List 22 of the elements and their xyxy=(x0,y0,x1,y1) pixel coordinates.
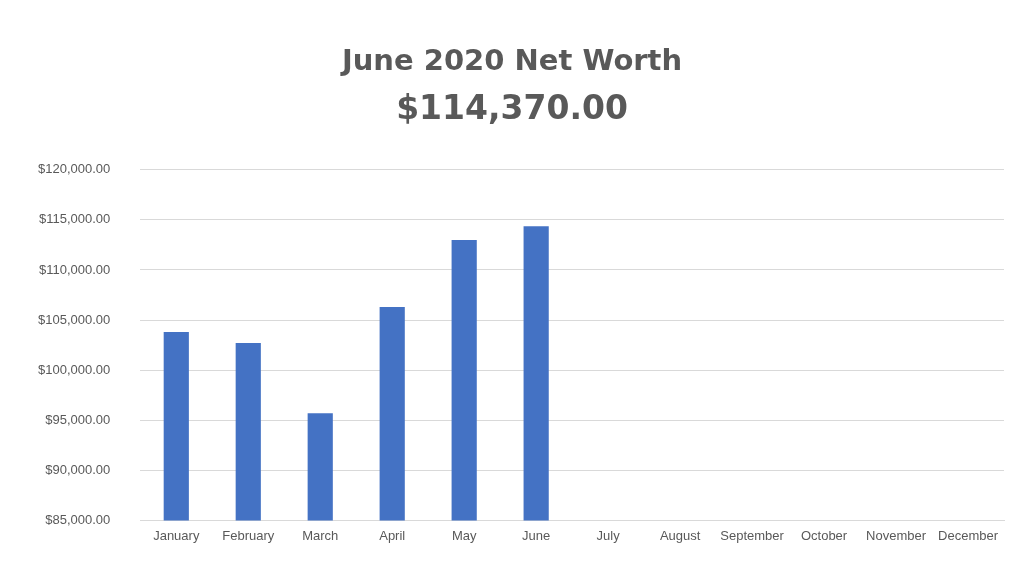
chart-subtitle: $114,370.00 xyxy=(395,87,629,129)
y-tick-label: $90,000.00 xyxy=(45,461,111,477)
x-tick-label: December xyxy=(938,527,999,543)
chart-title: June 2020 Net Worth xyxy=(339,42,684,79)
y-tick-label: $115,000.00 xyxy=(38,211,111,227)
x-tick-label: October xyxy=(800,527,848,543)
x-tick-label: March xyxy=(302,527,339,543)
x-tick-label: April xyxy=(379,527,406,543)
x-tick-label: June xyxy=(522,527,551,543)
x-tick-label: February xyxy=(222,527,275,543)
y-tick-label: $85,000.00 xyxy=(45,511,111,527)
y-tick-label: $105,000.00 xyxy=(38,311,111,327)
x-tick-label: May xyxy=(451,527,477,543)
x-tick-label: January xyxy=(153,527,200,543)
y-tick-label: $95,000.00 xyxy=(45,411,111,427)
y-tick-label: $100,000.00 xyxy=(38,361,111,377)
x-tick-label: September xyxy=(720,527,785,543)
y-tick-label: $110,000.00 xyxy=(38,261,111,277)
x-tick-label: August xyxy=(659,527,701,543)
y-tick-label: $120,000.00 xyxy=(38,161,111,177)
x-tick-label: July xyxy=(596,527,621,543)
x-tick-label: November xyxy=(866,527,927,543)
